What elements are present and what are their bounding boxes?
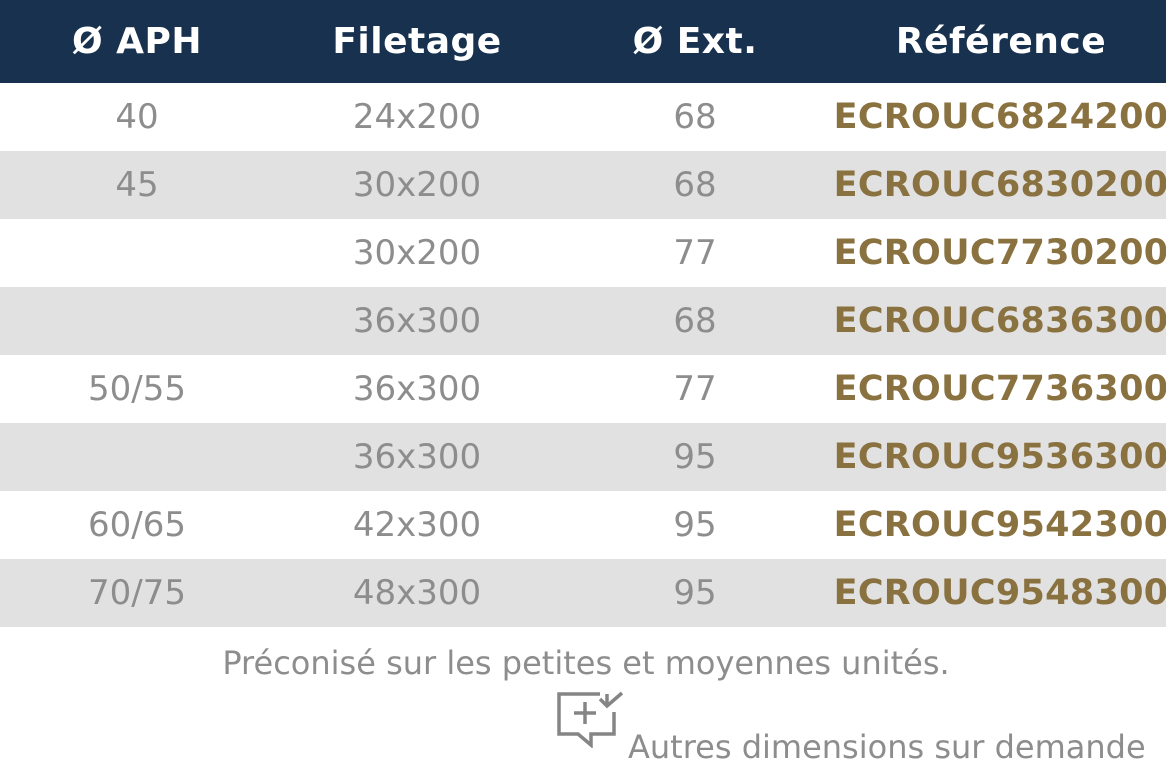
table-header: Ø APH Filetage Ø Ext. Référence	[0, 0, 1166, 83]
usage-note: Préconisé sur les petites et moyennes un…	[222, 644, 950, 682]
cell-ext: 95	[673, 573, 717, 613]
cell-filetage: 30x200	[352, 233, 482, 273]
cell-ext: 68	[673, 301, 717, 341]
cell-filetage: 36x300	[352, 301, 482, 341]
cell-reference: ECROUC6824200	[833, 97, 1166, 137]
cell-reference: ECROUC9536300	[833, 437, 1166, 477]
cell-reference: ECROUC9542300	[833, 505, 1166, 545]
table-row: 60/65 42x300 95 ECROUC9542300	[0, 491, 1166, 559]
cell-filetage: 48x300	[352, 573, 482, 613]
header-ext: Ø Ext.	[632, 21, 758, 62]
cell-ext: 68	[673, 97, 717, 137]
table-row: 40 24x200 68 ECROUC6824200	[0, 83, 1166, 151]
cell-filetage: 36x300	[352, 437, 482, 477]
cell-aph	[36, 219, 238, 287]
comment-add-icon	[557, 691, 624, 748]
cell-reference: ECROUC7736300	[833, 369, 1166, 409]
cell-aph	[36, 423, 238, 491]
cell-aph: 70/75	[88, 573, 186, 613]
other-dimensions-text: Autres dimensions sur demande	[628, 728, 1146, 766]
table-row: 30x200 77 ECROUC7730200	[0, 219, 1166, 287]
cell-filetage: 30x200	[352, 165, 482, 205]
cell-aph: 40	[115, 97, 159, 137]
header-reference: Référence	[895, 21, 1107, 62]
cell-aph: 50/55	[88, 369, 186, 409]
cell-filetage: 36x300	[352, 369, 482, 409]
header-filetage: Filetage	[332, 21, 502, 62]
cell-ext: 95	[673, 437, 717, 477]
table-row: 70/75 48x300 95 ECROUC9548300	[0, 559, 1166, 627]
header-aph: Ø APH	[71, 21, 202, 62]
other-dimensions-notice: Autres dimensions sur demande	[556, 690, 1166, 771]
cell-ext: 68	[673, 165, 717, 205]
cell-ext: 77	[673, 369, 717, 409]
table-row: 36x300 68 ECROUC6836300	[0, 287, 1166, 355]
table-row: 50/55 36x300 77 ECROUC7736300	[0, 355, 1166, 423]
table-row: 45 30x200 68 ECROUC6830200	[0, 151, 1166, 219]
cell-reference: ECROUC6830200	[833, 165, 1166, 205]
cell-ext: 95	[673, 505, 717, 545]
product-table: Ø APH Filetage Ø Ext. Référence 40 24x20…	[0, 0, 1166, 627]
cell-aph	[36, 287, 238, 355]
cell-filetage: 24x200	[352, 97, 482, 137]
cell-aph: 45	[115, 165, 159, 205]
cell-ext: 77	[673, 233, 717, 273]
cell-reference: ECROUC6836300	[833, 301, 1166, 341]
cell-reference: ECROUC9548300	[833, 573, 1166, 613]
cell-aph: 60/65	[88, 505, 186, 545]
table-row: 36x300 95 ECROUC9536300	[0, 423, 1166, 491]
cell-reference: ECROUC7730200	[833, 233, 1166, 273]
cell-filetage: 42x300	[352, 505, 482, 545]
